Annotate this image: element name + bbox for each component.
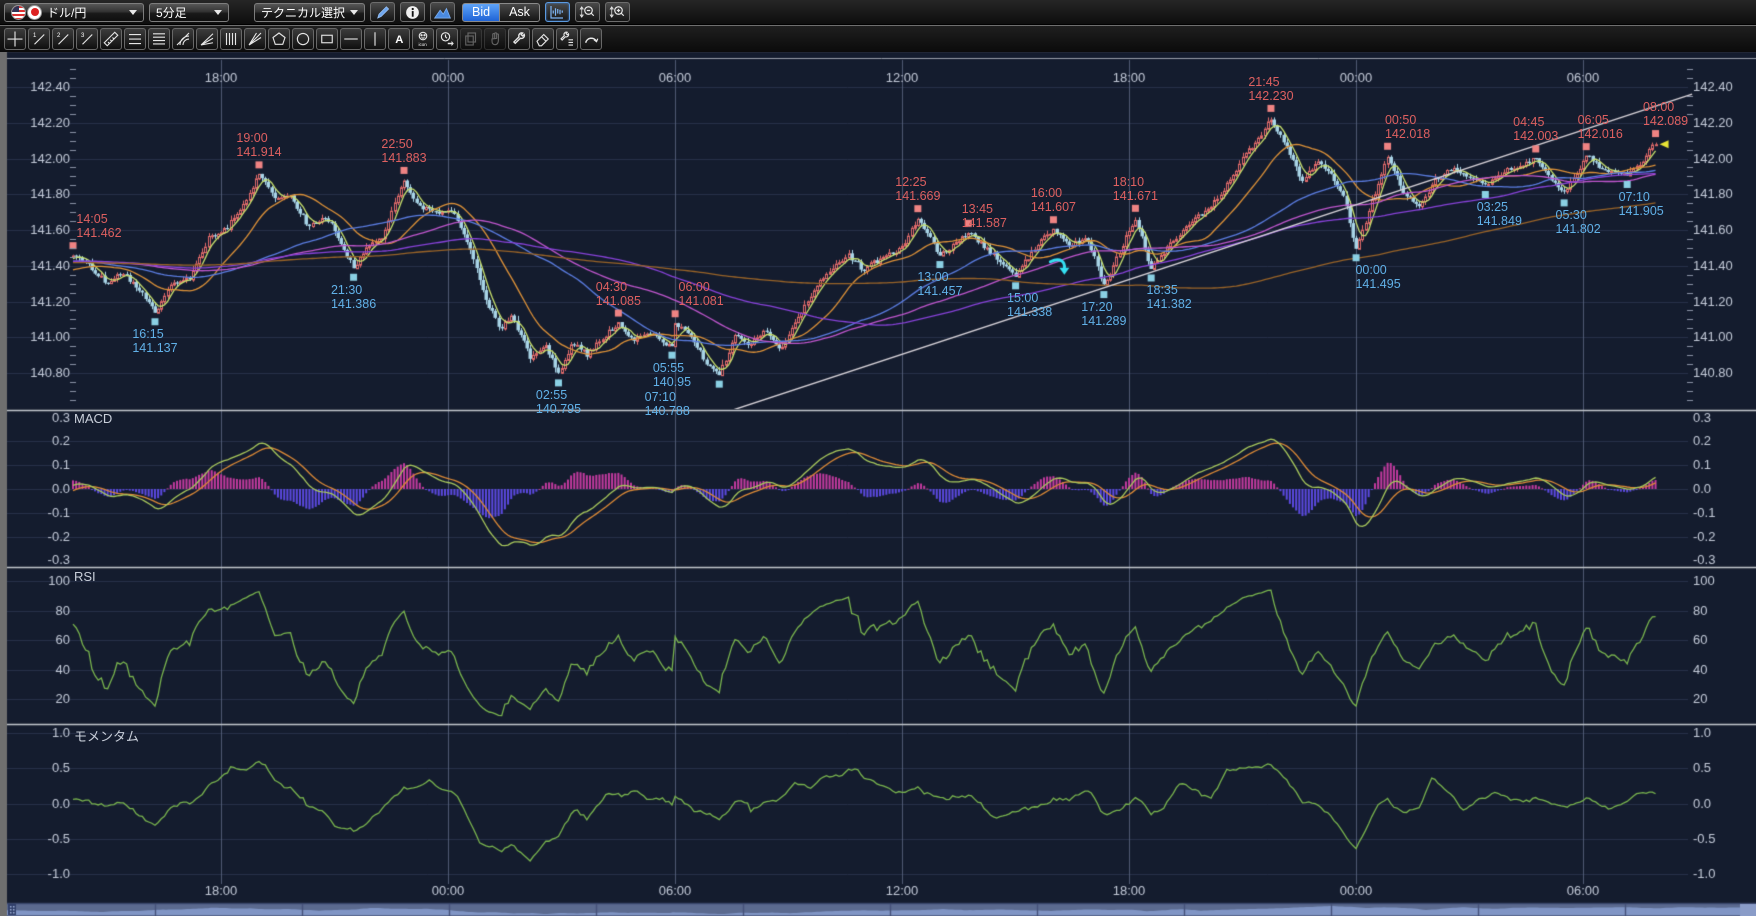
- svg-text:1: 1: [33, 33, 37, 39]
- tool-stamp-icon-button[interactable]: icon: [412, 28, 434, 50]
- tool-trendline-3-button[interactable]: 3: [76, 28, 98, 50]
- info-button[interactable]: [400, 2, 425, 22]
- tool-horizontal-lines-button[interactable]: [124, 28, 146, 50]
- tool-pentagon-button[interactable]: [268, 28, 290, 50]
- tool-ruler-button[interactable]: [100, 28, 122, 50]
- tool-copy-button: [460, 28, 482, 50]
- zoom-in-button[interactable]: [605, 2, 630, 22]
- chevron-down-icon: [129, 10, 137, 15]
- drawing-toolbar: 1 2 3 Aicon: [0, 26, 1756, 52]
- ask-button[interactable]: Ask: [500, 3, 540, 22]
- svg-text:A: A: [395, 34, 403, 46]
- tool-fibonacci-fan-button[interactable]: [196, 28, 218, 50]
- chevron-down-icon: [350, 10, 358, 15]
- tool-vertical-line-button[interactable]: [364, 28, 386, 50]
- tool-undo-curve-button[interactable]: [580, 28, 602, 50]
- tool-vertical-lines-button[interactable]: [220, 28, 242, 50]
- tool-eraser-button[interactable]: [532, 28, 554, 50]
- us-flag-icon: [11, 5, 26, 20]
- tool-trendline-2-button[interactable]: 2: [52, 28, 74, 50]
- svg-text:3: 3: [81, 33, 85, 39]
- technical-select-button[interactable]: テクニカル選択: [254, 3, 365, 22]
- bid-button[interactable]: Bid: [462, 3, 500, 22]
- tool-rectangle-button[interactable]: [316, 28, 338, 50]
- currency-pair-select[interactable]: ドル/円: [4, 3, 144, 22]
- chevron-down-icon: [214, 10, 222, 15]
- technical-select-label: テクニカル選択: [261, 4, 345, 21]
- tick-chart-button[interactable]: [545, 2, 570, 22]
- tool-tools-button[interactable]: [508, 28, 530, 50]
- tool-crosshair-button[interactable]: [4, 28, 26, 50]
- zoom-out-button[interactable]: [575, 2, 600, 22]
- svg-text:icon: icon: [419, 42, 428, 47]
- svg-text:2: 2: [57, 33, 61, 39]
- japan-flag-icon: [27, 5, 42, 20]
- tool-settings-button[interactable]: [556, 28, 578, 50]
- tool-fibonacci-arc-button[interactable]: [172, 28, 194, 50]
- timeframe-select[interactable]: 5分足: [149, 3, 229, 22]
- main-toolbar: ドル/円 5分足 テクニカル選択 Bid Ask: [0, 0, 1756, 25]
- tool-pan-button: [484, 28, 506, 50]
- tool-trendline-1-button[interactable]: 1: [28, 28, 50, 50]
- price-chart-canvas[interactable]: [0, 0, 1756, 916]
- draw-pencil-button[interactable]: [370, 2, 395, 22]
- timeframe-label: 5分足: [156, 4, 187, 21]
- tool-horizontal-line-button[interactable]: [340, 28, 362, 50]
- tool-text-button[interactable]: A: [388, 28, 410, 50]
- tool-ellipse-button[interactable]: [292, 28, 314, 50]
- tool-gann-fan-button[interactable]: [244, 28, 266, 50]
- tool-parallel-lines-button[interactable]: [148, 28, 170, 50]
- currency-pair-label: ドル/円: [47, 4, 86, 21]
- tool-time-marker-button[interactable]: [436, 28, 458, 50]
- area-chart-button[interactable]: [430, 2, 455, 22]
